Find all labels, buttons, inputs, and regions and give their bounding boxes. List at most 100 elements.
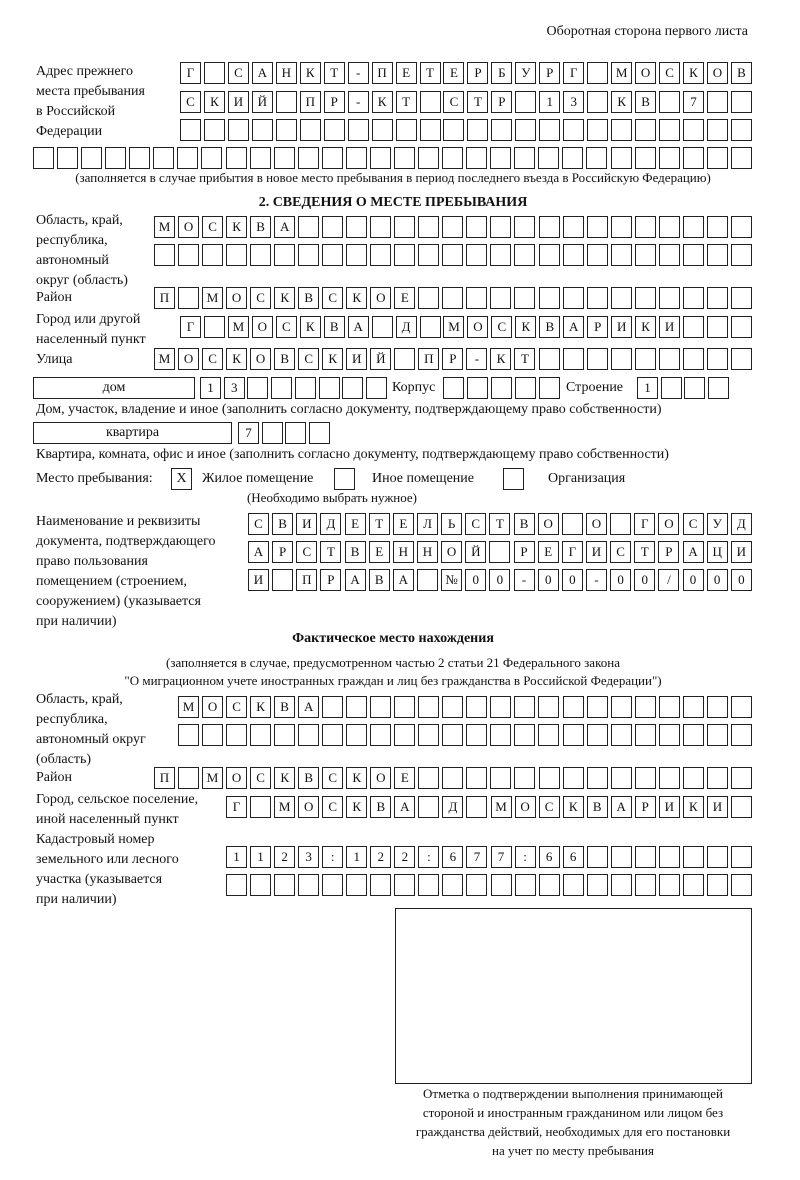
char-box[interactable]: И [658, 796, 680, 818]
char-box[interactable]: М [202, 287, 224, 309]
char-box[interactable] [275, 119, 297, 141]
char-box[interactable]: С [202, 216, 224, 238]
char-box[interactable] [466, 696, 488, 718]
char-box[interactable]: К [346, 767, 368, 789]
char-box[interactable] [466, 796, 488, 818]
char-box[interactable]: К [635, 316, 657, 338]
char-box[interactable] [683, 119, 705, 141]
stay-option-organization-checkbox[interactable] [503, 468, 524, 490]
char-box[interactable]: Е [368, 541, 390, 563]
char-box[interactable] [105, 147, 127, 169]
char-box[interactable] [129, 147, 151, 169]
char-box[interactable]: Л [416, 513, 438, 535]
char-box[interactable] [323, 119, 345, 141]
char-box[interactable] [563, 119, 585, 141]
char-box[interactable] [442, 724, 464, 746]
char-box[interactable] [658, 767, 680, 789]
char-box[interactable]: В [323, 316, 345, 338]
char-box[interactable]: Б [491, 62, 513, 84]
char-box[interactable] [285, 422, 307, 444]
char-box[interactable] [467, 119, 489, 141]
char-box[interactable] [730, 696, 752, 718]
char-box[interactable]: П [154, 767, 175, 789]
char-box[interactable]: Е [395, 62, 417, 84]
char-box[interactable] [394, 244, 416, 266]
char-box[interactable] [490, 874, 512, 896]
char-box[interactable] [298, 216, 320, 238]
char-box[interactable] [225, 147, 247, 169]
char-box[interactable]: М [274, 796, 296, 818]
char-box[interactable]: А [682, 541, 704, 563]
cadastre-row-2[interactable] [226, 874, 752, 896]
char-box[interactable] [443, 119, 465, 141]
char-box[interactable]: М [202, 767, 224, 789]
char-box[interactable] [634, 216, 656, 238]
char-box[interactable] [345, 147, 367, 169]
char-box[interactable] [180, 119, 201, 141]
char-box[interactable] [658, 216, 680, 238]
char-box[interactable]: С [465, 513, 487, 535]
char-box[interactable]: С [659, 62, 681, 84]
char-box[interactable]: Р [658, 541, 680, 563]
char-box[interactable] [261, 422, 283, 444]
char-box[interactable] [610, 244, 632, 266]
char-box[interactable]: Д [442, 796, 464, 818]
char-box[interactable] [515, 91, 537, 113]
previous-address-row-4[interactable] [33, 147, 752, 169]
char-box[interactable] [346, 244, 368, 266]
char-box[interactable]: 1 [250, 846, 272, 868]
char-box[interactable] [201, 147, 223, 169]
char-box[interactable]: М [611, 62, 633, 84]
char-box[interactable]: О [178, 216, 200, 238]
char-box[interactable] [538, 767, 560, 789]
char-box[interactable]: С [275, 316, 297, 338]
char-box[interactable]: Е [537, 541, 559, 563]
char-box[interactable]: О [635, 62, 657, 84]
char-box[interactable]: Т [368, 513, 390, 535]
char-box[interactable]: 3 [298, 846, 320, 868]
char-box[interactable]: П [299, 91, 321, 113]
char-box[interactable]: К [683, 62, 705, 84]
char-box[interactable] [514, 287, 536, 309]
char-box[interactable]: А [610, 796, 632, 818]
char-box[interactable] [635, 119, 657, 141]
char-box[interactable]: С [298, 348, 320, 370]
char-box[interactable]: А [251, 62, 273, 84]
char-box[interactable]: С [322, 796, 344, 818]
char-box[interactable] [203, 62, 225, 84]
char-box[interactable] [466, 216, 488, 238]
char-box[interactable]: П [154, 287, 175, 309]
char-box[interactable] [730, 91, 752, 113]
char-box[interactable]: Ц [706, 541, 728, 563]
flat-type-field[interactable]: квартира [33, 422, 232, 444]
char-box[interactable]: С [227, 62, 249, 84]
char-box[interactable]: С [180, 91, 201, 113]
char-box[interactable] [730, 846, 752, 868]
char-box[interactable] [730, 796, 752, 818]
char-box[interactable]: К [490, 348, 512, 370]
char-box[interactable] [610, 846, 632, 868]
char-box[interactable] [274, 874, 296, 896]
char-box[interactable]: С [250, 767, 272, 789]
region-row-2[interactable] [154, 244, 752, 266]
char-box[interactable]: Р [442, 348, 464, 370]
char-box[interactable] [226, 724, 248, 746]
char-box[interactable]: Т [634, 541, 656, 563]
char-box[interactable]: 3 [563, 91, 585, 113]
char-box[interactable]: М [154, 216, 175, 238]
char-box[interactable] [442, 874, 464, 896]
char-box[interactable] [610, 724, 632, 746]
char-box[interactable]: П [418, 348, 440, 370]
char-box[interactable]: Е [344, 513, 366, 535]
char-box[interactable] [202, 724, 224, 746]
char-box[interactable]: - [347, 91, 369, 113]
char-box[interactable] [682, 287, 704, 309]
char-box[interactable]: М [154, 348, 175, 370]
char-box[interactable]: 1 [346, 846, 368, 868]
char-box[interactable]: И [585, 541, 607, 563]
char-box[interactable]: К [274, 767, 296, 789]
